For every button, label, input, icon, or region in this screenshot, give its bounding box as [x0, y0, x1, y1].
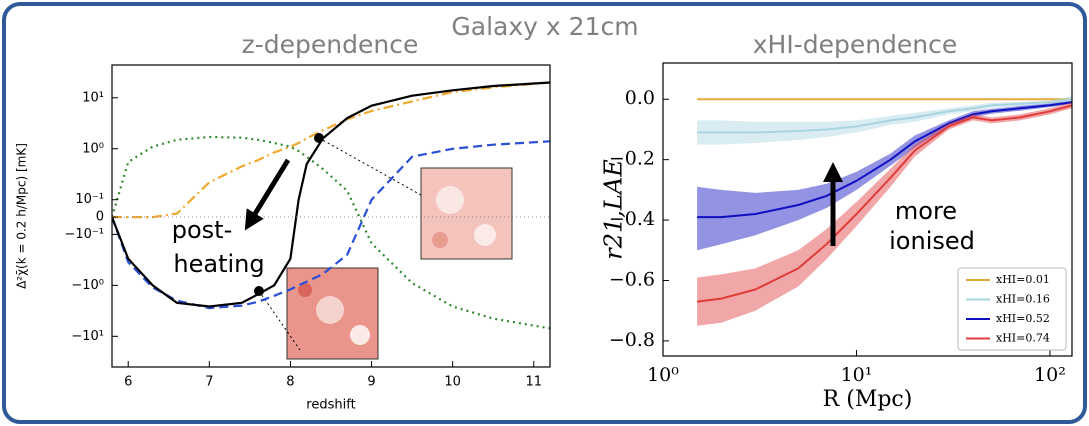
y-tick-label: −10¹ — [71, 329, 104, 344]
legend-label: xHI=0.01 — [996, 273, 1050, 286]
series-line — [112, 140, 550, 310]
y-tick-label: 10⁻¹ — [75, 192, 104, 207]
chart-title: z-dependence — [242, 30, 419, 59]
inset-texture — [474, 224, 496, 246]
plot-area — [112, 81, 550, 330]
series-line — [697, 101, 1072, 219]
x-tick-label: 10 — [444, 375, 461, 390]
inset-texture — [436, 186, 464, 214]
x-tick-label: 10² — [1034, 364, 1066, 386]
legend: xHI=0.01 xHI=0.16 xHI=0.52 xHI=0.74 — [957, 267, 1067, 351]
legend-label: xHI=0.52 — [996, 312, 1050, 325]
annotation: more — [895, 197, 957, 225]
inset-texture — [350, 325, 370, 345]
x-tick-label: 6 — [124, 375, 132, 390]
y-tick-label: 10⁰ — [82, 141, 104, 156]
annotation: ionised — [889, 227, 975, 255]
inset-texture — [298, 283, 312, 297]
plot-frame — [662, 62, 1073, 357]
x-tick-label: 9 — [367, 375, 375, 390]
series-band — [697, 102, 1072, 326]
y-tick-label: 10¹ — [82, 90, 104, 105]
x-tick-label: 10¹ — [841, 364, 873, 386]
series-line — [697, 98, 1072, 134]
y-tick-label: −10⁻¹ — [64, 227, 104, 242]
series-line — [112, 135, 550, 330]
y-tick-label: −10⁰ — [71, 278, 104, 293]
annotation: post- — [172, 216, 233, 244]
y-tick-label: 0 — [96, 210, 104, 225]
inset-texture — [316, 296, 344, 324]
inset-texture — [432, 232, 448, 248]
x-tick-label: 8 — [286, 375, 294, 390]
plot-area — [696, 96, 1072, 326]
legend-label: xHI=0.74 — [996, 332, 1050, 345]
x-axis-label: redshift — [306, 398, 355, 413]
y-axis-label: r21,LAE — [600, 159, 628, 260]
y-tick-label: −0.8 — [609, 329, 655, 351]
marker-dot — [254, 286, 264, 296]
arrow — [244, 158, 291, 231]
y-tick-label: 0.0 — [625, 87, 655, 109]
y-tick-label: −0.6 — [609, 268, 655, 290]
series-line — [696, 104, 1072, 303]
x-tick-label: 11 — [526, 375, 543, 390]
marker-dot — [314, 133, 324, 143]
x-axis-label: R (Mpc) — [823, 387, 913, 412]
annotation: heating — [173, 250, 264, 278]
chart-title: xHI-dependence — [753, 30, 958, 59]
x-tick-label: 10⁰ — [647, 364, 679, 386]
y-axis-label: Δ²χ̄(k = 0.2 h/Mpc) [mK] — [15, 143, 29, 289]
series-line — [112, 81, 550, 219]
series-band — [697, 100, 1072, 251]
legend-label: xHI=0.16 — [996, 293, 1050, 306]
slide-title: Galaxy x 21cm — [451, 12, 638, 41]
connector — [258, 290, 301, 351]
legend-box — [957, 267, 1067, 351]
y-tick-label: −0.4 — [609, 208, 655, 230]
y-tick-label: −0.2 — [609, 148, 655, 170]
series-line — [112, 81, 550, 308]
plot-frame — [111, 64, 551, 368]
x-tick-label: 7 — [205, 375, 213, 390]
